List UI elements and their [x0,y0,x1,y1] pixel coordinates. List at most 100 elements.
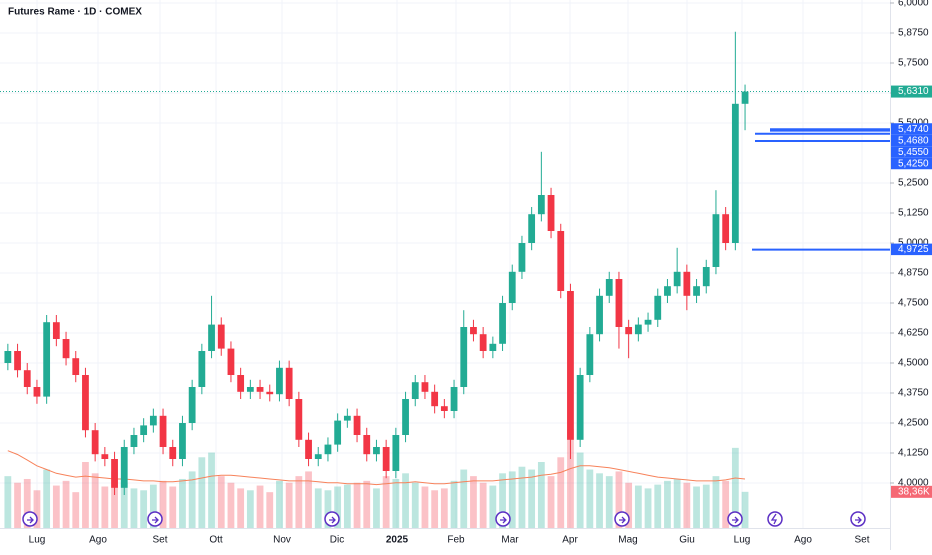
candle-body [179,423,186,459]
event-icon-arrow [27,516,34,524]
candle-body [343,415,351,421]
candle-body [188,387,196,423]
volume-bar [120,482,128,528]
candle-body [120,447,128,488]
event-icon-arrow [619,516,626,524]
candle-body [479,334,487,351]
volume-badge [891,485,932,498]
volume-bar [615,471,623,528]
time-axis: Lug Ago Set Ott Nov Dic 2025 Feb Mar Apr Mag Giu Lug… [29,535,870,546]
volume-pane [4,429,749,528]
volume-bar [237,488,245,528]
y-tick-label: 5,1250 [898,208,929,219]
candle-body [208,324,215,351]
volume-bar [499,473,506,528]
y-tick-label: 4,6250 [898,328,929,339]
candle-body [693,286,700,296]
candle-body [91,430,99,455]
volume-bar [625,482,633,528]
candle-body [217,324,225,349]
candle-body [237,375,245,392]
volume-bar [596,473,603,528]
dividend-icon-circle [767,511,783,527]
y-tick-label: 4,0000 [898,478,929,489]
event-icon[interactable] [324,511,340,527]
price-line-badge [891,146,932,158]
event-icon[interactable] [495,511,511,527]
candle-body [149,415,157,426]
candle-body [440,406,448,411]
volume-bar [644,488,652,528]
volume-bar [586,469,594,528]
volume-bar [634,485,642,528]
x-tick-label: Lug [29,535,46,546]
candle-body [431,391,439,407]
volume-bar [489,485,497,528]
volume-bar [470,476,477,528]
volume-bar [285,482,293,528]
candle-body [353,415,361,435]
volume-bar [557,457,565,528]
dividend-icon[interactable] [767,511,783,527]
candle-body [169,447,177,459]
volume-bar [683,482,691,528]
volume-bar [23,478,31,528]
price-line-label: 5,4250 [898,158,929,169]
volume-bar [363,480,371,528]
candle-body [654,295,662,320]
price-line-badge [891,123,932,135]
volume-bar [208,452,215,528]
volume-bar [567,429,574,528]
candle-body [305,439,312,459]
candle-body [644,319,652,325]
event-icon[interactable] [22,511,38,527]
candle-body [528,214,536,243]
event-icon[interactable] [727,511,743,527]
event-icon-arrow [500,516,507,524]
candle-body [518,243,526,272]
event-icon[interactable] [614,511,630,527]
event-icon[interactable] [147,511,163,527]
volume-bar [140,490,148,528]
candle-body [702,267,710,287]
volume-bar [82,462,89,528]
candle-body [547,195,555,231]
volume-bar [188,471,196,528]
candle-body [246,387,254,392]
candle-body [295,399,303,440]
x-tick-label: Ago [89,535,107,546]
volume-bar [4,476,12,528]
x-tick-label: Dic [330,535,344,546]
price-line-label: 5,4550 [898,147,929,158]
volume-bar [52,485,60,528]
volume-bar [305,471,312,528]
event-icon-circle [147,511,163,527]
volume-bar [673,478,681,528]
volume-label: 38,36K [898,486,930,497]
volume-bar [256,485,264,528]
candle-body [508,271,516,303]
volume-bar [14,482,21,528]
candle-body [373,447,380,455]
candle-body [363,435,371,455]
y-tick-label: 4,2500 [898,418,929,429]
candle-body [731,103,739,243]
price-pane [0,31,890,495]
volume-bar [198,457,206,528]
volume-bar [276,480,283,528]
candle-body [411,382,419,399]
price-line-badge [891,157,932,170]
price-line-badge [891,134,932,147]
volume-bar [43,469,51,528]
volume-bar [334,486,342,528]
candle-body [52,322,60,339]
x-tick-label: Mag [618,535,637,546]
candle-body [605,279,613,296]
volume-bar [537,462,545,528]
volume-bar [149,484,157,528]
event-icon[interactable] [850,511,866,527]
candle-body [43,322,51,397]
volume-bar [266,492,274,528]
candle-body [33,387,41,397]
